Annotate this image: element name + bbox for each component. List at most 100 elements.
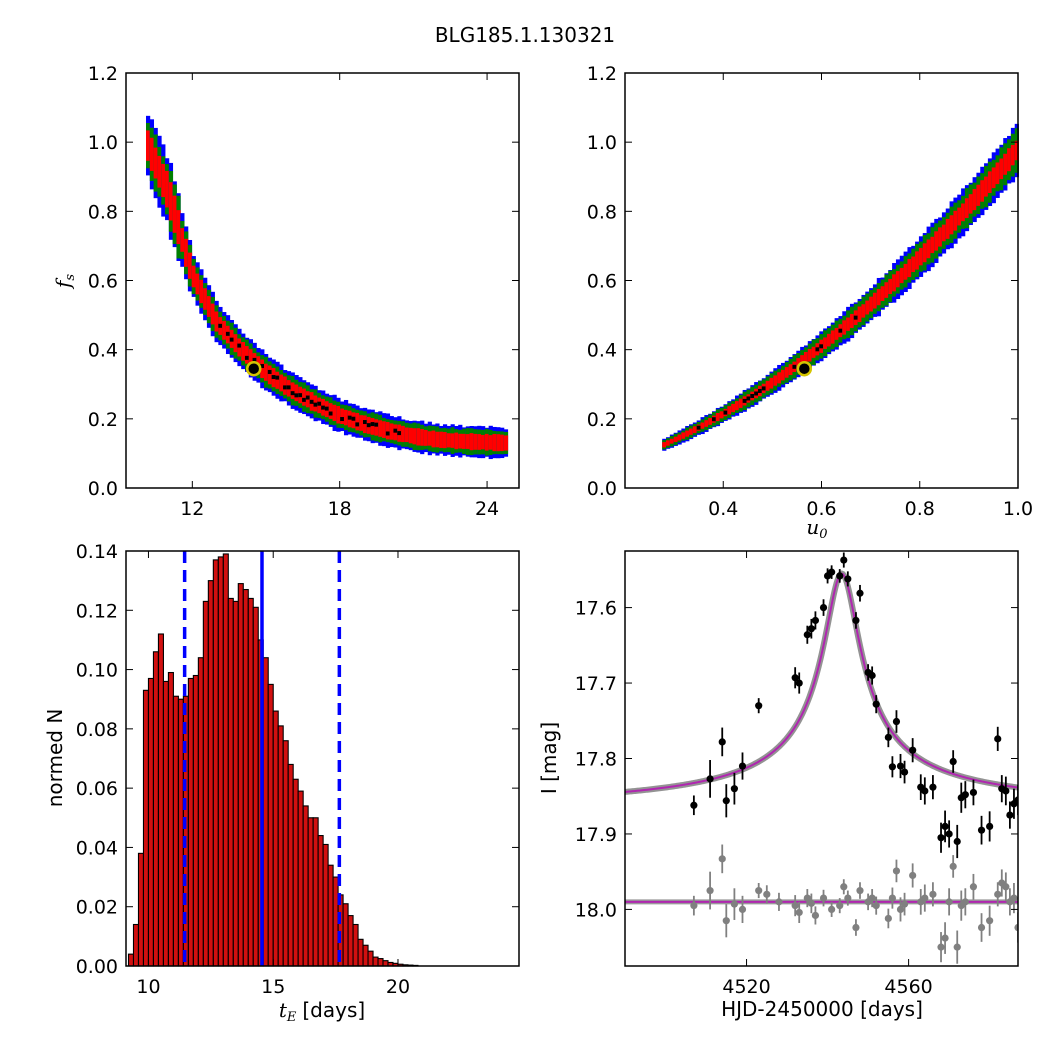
lightcurve-point-0-42 [994,735,1002,743]
fs-u0-cell-20 [685,430,690,437]
te-hist-bar-14 [197,657,204,967]
fs-te-cell-26 [176,210,181,245]
fs-u0-cell-190 [884,282,889,298]
lightcurve-ytick-label-1: 17.7 [575,673,617,695]
te-hist-bar-15 [202,600,209,967]
fs-te-cell-213 [374,422,379,427]
fs-u0-cell-214 [915,251,920,270]
fs-u0-ytick-label-3: 0.6 [587,271,617,293]
fs-u0-cell-202 [899,267,904,284]
lightcurve-point-1-35 [945,898,953,906]
fs-u0-cell-286 [1007,148,1012,172]
lightcurve-point-1-6 [755,886,763,895]
fs-te-cell-306 [488,435,493,450]
te-hist-xtick-label-0: 10 [136,976,160,998]
fs-te-cell-8 [153,147,158,179]
fs-te-cell-81 [241,342,246,361]
lightcurve-point-0-23 [884,733,892,741]
fs-te-best-fit [245,360,262,377]
panel-fs-u0: 0.4 0.6 0.8 1.0 0.0 0.2 0.4 0.6 0.8 1.0 1.2 u0 [587,63,1033,542]
lightcurve-point-1-9 [791,902,799,910]
fs-u0-cell-30 [696,425,701,430]
fs-u0-cell-277 [995,162,1000,185]
fs-te-cell-140 [302,388,307,406]
fs-u0-cell-253 [964,198,970,219]
lightcurve-point-1-31 [921,894,929,902]
fs-u0-cell-85 [757,388,763,393]
te-hist-bar-29 [272,710,279,967]
fs-u0-cell-241 [949,215,954,235]
fs-u0-cell-140 [823,337,828,350]
fs-te-cell-47 [203,288,208,310]
fs-te-cell-110 [271,375,276,380]
lightcurve-point-0-28 [909,746,917,754]
fs-te-cell-212 [374,419,379,436]
fs-u0-cell-33 [700,422,705,429]
lightcurve-point-1-40 [969,883,978,891]
fs-te-ytick-label-3: 0.6 [88,271,118,293]
figure-title: BLG185.1.130321 [435,23,615,47]
fs-u0-cell-92 [765,380,770,391]
fs-te-cell-14 [161,163,166,198]
panel-fs-u0-frame [624,72,1019,489]
fs-u0-cell-123 [803,351,809,365]
fs-te-cell-291 [469,433,474,451]
fs-te-cell-258 [427,431,432,446]
fs-te-cell-165 [324,406,330,411]
te-hist-bar-36 [307,817,314,967]
fs-te-ytick-label-5: 1.0 [88,132,118,154]
te-hist-bar-24 [247,597,254,967]
fs-te-cell-234 [397,431,402,436]
lightcurve-xtick-label-1: 4560 [884,976,932,998]
fs-te-cell-297 [477,434,482,450]
te-hist-ytick-label-1: 0.02 [76,897,118,919]
fs-te-cell-201 [363,420,368,425]
te-hist-bar-7 [162,680,169,967]
fs-u0-cell-217 [918,247,924,266]
fs-u0-ytick-label-1: 0.2 [587,409,617,431]
lightcurve-point-1-1 [706,886,714,895]
fs-u0-cell-153 [838,328,843,333]
fs-u0-cell-107 [784,367,790,378]
lightcurve-point-0-18 [852,616,860,625]
panel-fs-te-ylabel-sub: s [63,274,78,281]
fs-u0-cell-244 [953,210,958,231]
panel-te-hist-ticks: 10 15 20 0.00 0.02 0.04 0.06 0.08 0.10 0.12 0.14 [76,541,519,998]
fs-te-cell-5 [149,137,155,171]
te-hist-bar-30 [277,725,284,967]
lightcurve-point-0-38 [961,791,969,799]
fs-te-cell-53 [210,303,215,325]
lightcurve-point-0-8 [795,679,803,687]
te-hist-bar-46 [357,938,364,967]
te-hist-bar-28 [267,683,274,967]
lightcurve-point-0-33 [941,822,949,831]
fs-te-cell-279 [454,432,459,450]
fs-u0-cell-81 [754,391,759,396]
te-hist-bar-27 [262,657,269,967]
lightcurve-point-0-15 [836,572,844,580]
fs-te-cell-186 [347,415,352,420]
fs-te-cell-205 [366,423,372,428]
te-hist-ytick-label-0: 0.00 [76,956,118,978]
fs-u0-ytick-label-4: 0.8 [587,201,617,223]
fs-te-cell-23 [172,195,177,233]
fs-te-cell-252 [420,429,425,446]
lightcurve-point-1-4 [730,900,738,908]
fs-te-cell-88 [248,349,254,368]
lightcurve-point-1-43 [994,890,1002,898]
te-hist-bar-43 [342,903,349,967]
fs-te-cell-29 [180,228,185,252]
fs-u0-ytick-label-2: 0.4 [587,340,617,362]
fs-te-cell-161 [321,405,326,410]
lightcurve-ytick-label-3: 17.9 [575,824,617,846]
lightcurve-point-0-26 [896,762,905,770]
lightcurve-point-0-14 [828,568,836,576]
fs-u0-cell-292 [1014,140,1019,161]
lightcurve-point-0-24 [888,763,897,771]
lightcurve-point-0-47 [1014,796,1018,804]
panel-te-hist-xlabel-sub: E [286,1010,297,1025]
lightcurve-point-1-29 [909,871,917,880]
te-hist-bar-32 [287,763,294,967]
fs-te-cell-209 [370,422,375,427]
fs-te-cell-92 [252,357,257,362]
